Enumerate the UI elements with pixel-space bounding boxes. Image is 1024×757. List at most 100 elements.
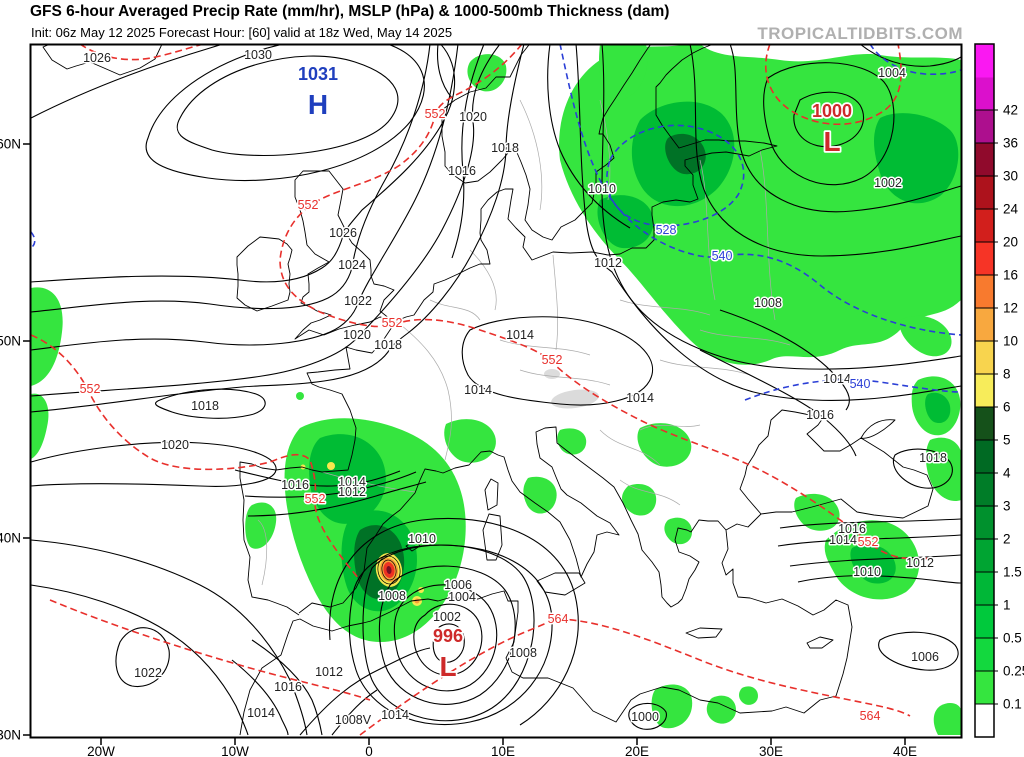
colorbar-band xyxy=(975,242,994,276)
isobar-label: 1014 xyxy=(464,383,492,397)
isobar-label: 1012 xyxy=(594,256,622,270)
colorbar-label: 6 xyxy=(1003,400,1011,415)
lat-tick-label: 50N xyxy=(0,334,21,349)
thickness-label-red: 552 xyxy=(858,535,879,549)
pressure-center-value: 1000 xyxy=(812,101,852,121)
colorbar-band xyxy=(975,77,994,111)
lon-tick-label: 30E xyxy=(759,744,783,757)
colorbar-label: 0.1 xyxy=(1003,697,1022,712)
isobar-label: 1010 xyxy=(588,182,616,196)
isobar-label: 1030 xyxy=(244,48,272,62)
longitude-axis: 20W10W010E20E30E40E xyxy=(87,738,917,757)
isobar-label: 1026 xyxy=(329,226,357,240)
colorbar-label: 42 xyxy=(1003,103,1018,118)
lon-tick-label: 20E xyxy=(625,744,649,757)
colorbar-band xyxy=(975,605,994,639)
isobar-label: 1014 xyxy=(626,391,654,405)
isobar-label: 1012 xyxy=(315,665,343,679)
lon-tick-label: 0 xyxy=(365,744,373,757)
isobar-label: 1018 xyxy=(191,399,219,413)
thickness-label-red: 564 xyxy=(860,709,881,723)
isobar-label: 1008 xyxy=(509,646,537,660)
colorbar-label: 8 xyxy=(1003,367,1011,382)
isobar-label: 1026 xyxy=(83,51,111,65)
isobar-label: 1018 xyxy=(374,338,402,352)
thickness-label-red: 552 xyxy=(382,316,403,330)
isobar-label: 1020 xyxy=(459,110,487,124)
thickness-label-blue: 528 xyxy=(656,223,677,237)
colorbar-band xyxy=(975,671,994,705)
lon-tick-label: 10E xyxy=(491,744,515,757)
isobar-label: 1006 xyxy=(911,650,939,664)
colorbar-label: 10 xyxy=(1003,334,1018,349)
colorbar-band xyxy=(975,539,994,573)
isobar-label: 1008 xyxy=(378,589,406,603)
colorbar-label: 1.5 xyxy=(1003,565,1022,580)
lat-tick-label: 60N xyxy=(0,137,21,152)
colorbar-band xyxy=(975,275,994,309)
lon-tick-label: 20W xyxy=(87,744,115,757)
colorbar-label: 24 xyxy=(1003,202,1019,217)
lat-tick-label: 40N xyxy=(0,531,21,546)
colorbar-band xyxy=(975,110,994,144)
colorbar-band xyxy=(975,572,994,606)
thickness-label-red: 564 xyxy=(548,612,569,626)
lon-tick-label: 10W xyxy=(221,744,249,757)
pressure-center-letter: L xyxy=(439,651,456,682)
isobar-label: 1016 xyxy=(281,478,309,492)
isobar-label: 1016 xyxy=(806,408,834,422)
colorbar-band xyxy=(975,638,994,672)
isobar-label: 1000 xyxy=(631,710,659,724)
isobar-label: 1012 xyxy=(906,556,934,570)
isobar-label: 1010 xyxy=(408,532,436,546)
isobar-label: 1004 xyxy=(878,66,906,80)
isobar-label: 1014 xyxy=(381,708,409,722)
isobar-label: 1024 xyxy=(338,258,366,272)
colorbar-label: 1 xyxy=(1003,598,1011,613)
isobar-label: 1008 xyxy=(754,296,782,310)
colorbar-label: 20 xyxy=(1003,235,1018,250)
colorbar-label: 4 xyxy=(1003,466,1011,481)
pressure-center-value: 996 xyxy=(433,626,463,646)
pressure-center-value: 1031 xyxy=(298,64,338,84)
isobar-label: 1014 xyxy=(506,328,534,342)
isobar-label: 1014 xyxy=(823,372,851,386)
map-canvas: 1026103010201018101610101026102410221020… xyxy=(0,0,1024,757)
colorbar-label: 16 xyxy=(1003,268,1018,283)
colorbar-label: 0.5 xyxy=(1003,631,1022,646)
thickness-label-red: 552 xyxy=(542,353,563,367)
colorbar-band xyxy=(975,473,994,507)
thickness-label-blue: 540 xyxy=(850,377,871,391)
colorbar-label: 0.25 xyxy=(1003,664,1024,679)
lat-tick-label: 30N xyxy=(0,728,21,743)
colorbar-band xyxy=(975,143,994,177)
colorbar-label: 5 xyxy=(1003,433,1011,448)
colorbar-band xyxy=(975,308,994,342)
colorbar-label: 36 xyxy=(1003,136,1018,151)
isobar-label: 1014 xyxy=(829,533,857,547)
isobar-label: 1020 xyxy=(343,328,371,342)
thickness-label-red: 552 xyxy=(80,382,101,396)
precip-colorbar: 0.10.250.511.52345681012162024303642 xyxy=(975,44,1024,738)
weather-map-figure: GFS 6-hour Averaged Precip Rate (mm/hr),… xyxy=(0,0,1024,757)
chart-title: GFS 6-hour Averaged Precip Rate (mm/hr),… xyxy=(30,3,669,21)
isobar-label: 1010 xyxy=(853,565,881,579)
colorbar-band xyxy=(975,407,994,441)
colorbar-band xyxy=(975,209,994,243)
isobar-label: 1002 xyxy=(433,610,461,624)
thickness-label-red: 552 xyxy=(425,107,446,121)
colorbar-band xyxy=(975,506,994,540)
colorbar-label: 3 xyxy=(1003,499,1011,514)
isobar-label: 1018 xyxy=(491,141,519,155)
thickness-label-red: 552 xyxy=(298,198,319,212)
isobar-label: 1002 xyxy=(874,176,902,190)
isobar-label: 1014 xyxy=(247,706,275,720)
thickness-label-blue: 540 xyxy=(712,249,733,263)
isobar-label: 1022 xyxy=(134,666,162,680)
isobar-label: 1012 xyxy=(338,485,366,499)
isobar-label: 1016 xyxy=(274,680,302,694)
colorbar-band xyxy=(975,44,994,78)
isobar-label: 1018 xyxy=(919,451,947,465)
pressure-center-letter: H xyxy=(308,89,328,120)
watermark: TROPICALTIDBITS.COM xyxy=(757,24,963,44)
